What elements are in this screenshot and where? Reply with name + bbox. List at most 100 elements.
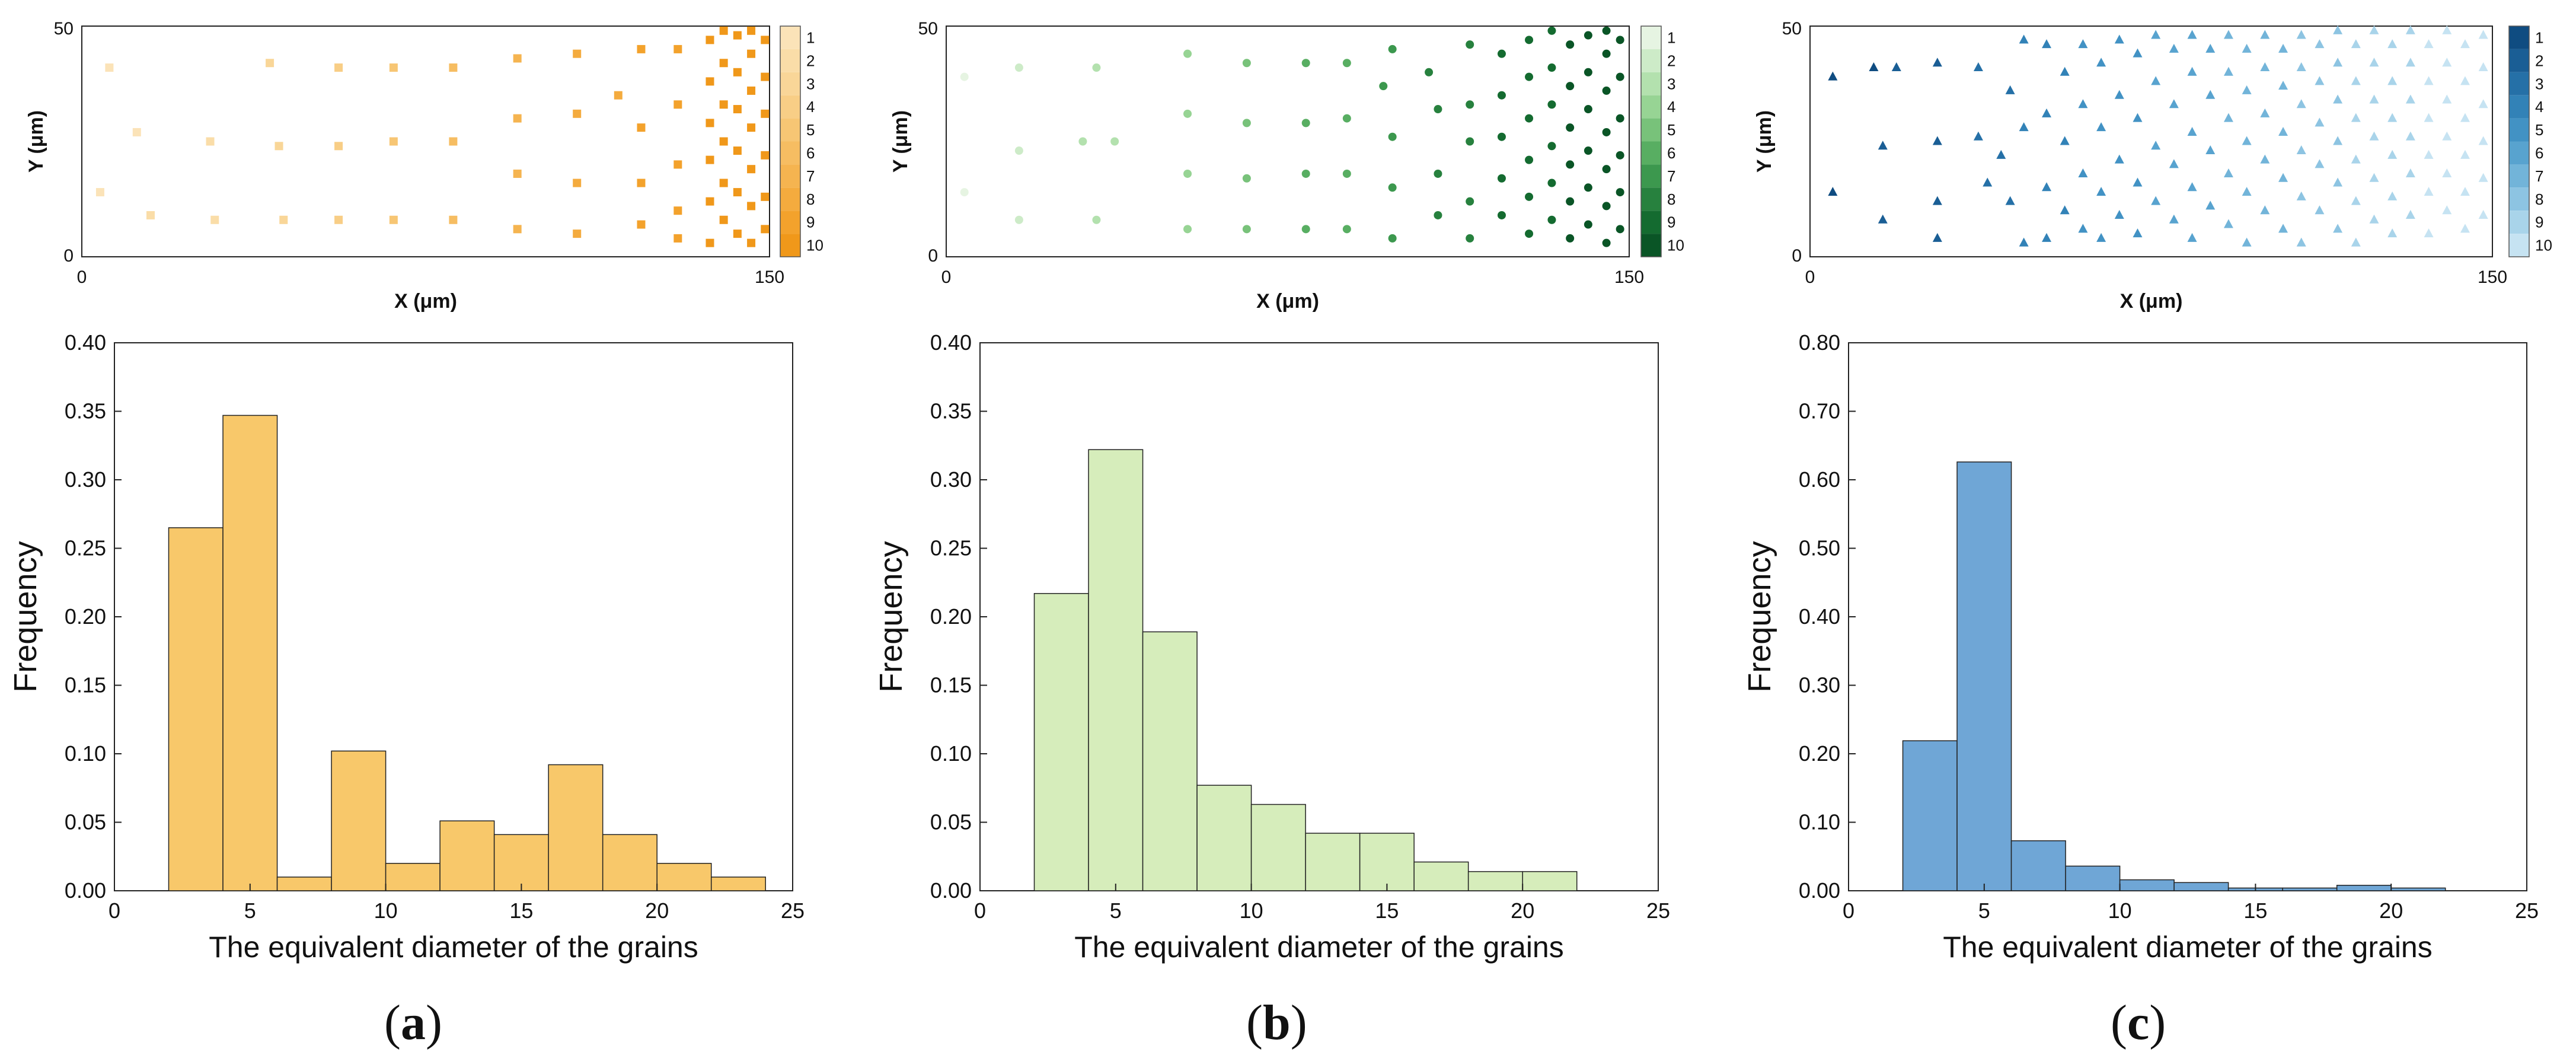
- colorbar-b-segment: [1641, 95, 1661, 119]
- scatter-c-point: [2351, 113, 2361, 122]
- scatter-c-point: [2351, 76, 2361, 85]
- scatter-a-frame: [81, 26, 770, 257]
- scatter-c-point: [2424, 187, 2434, 196]
- scatter-c-point: [2478, 99, 2488, 109]
- colorbar-a-segment: [780, 164, 800, 188]
- scatter-c-point: [2442, 205, 2452, 215]
- hist-c-xtick-label: 25: [2515, 898, 2539, 923]
- scatter-c-point: [2278, 43, 2288, 53]
- hist-b-xtick-label: 10: [1240, 898, 1263, 923]
- scatter-a-point: [706, 238, 714, 247]
- scatter-c-point: [1932, 232, 1942, 242]
- hist-c-xlabel: The equivalent diameter of the grains: [1943, 930, 2433, 964]
- scatter-b-point: [1547, 142, 1556, 151]
- scatter-c-point: [2260, 108, 2270, 117]
- scatter-c-point: [1996, 149, 2006, 159]
- scatter-c-point: [2242, 85, 2252, 94]
- scatter-c-point: [2005, 85, 2015, 94]
- hist-a-bar: [168, 527, 224, 891]
- scatter-c-point: [2460, 76, 2470, 85]
- scatter-c-point: [2387, 113, 2398, 122]
- scatter-c-point: [1878, 214, 1888, 224]
- hist-b-ytick-label: 0.00: [930, 878, 972, 903]
- scatter-c-frame: [1809, 26, 2493, 257]
- hist-b-bar: [1305, 833, 1361, 891]
- scatter-c-point: [2205, 43, 2216, 53]
- scatter-c-point: [2151, 196, 2161, 205]
- colorbar-c-tick: 3: [2535, 75, 2543, 93]
- scatter-c-point: [2296, 30, 2306, 39]
- scatter-b-point: [1497, 49, 1506, 58]
- colorbar-a-tick: 4: [806, 98, 815, 116]
- scatter-c-point: [1983, 177, 1993, 187]
- scatter-c-point: [1973, 131, 1983, 141]
- scatter-b-point: [1342, 114, 1351, 123]
- scatter-c-point: [2405, 94, 2415, 104]
- scatter-a-point: [573, 179, 582, 187]
- hist-a-ytick-label: 0.00: [65, 878, 106, 903]
- scatter-a-xlabel: X (μm): [394, 290, 457, 313]
- scatter-a-point: [210, 215, 219, 224]
- hist-b-bar: [1033, 592, 1089, 891]
- scatter-c-point: [1828, 71, 1838, 81]
- scatter-b-point: [1602, 86, 1611, 95]
- scatter-a-point: [719, 26, 728, 35]
- hist-b-xtick-label: 25: [1646, 898, 1670, 923]
- colorbar-a-tick: 2: [806, 52, 815, 69]
- scatter-b-point: [1584, 183, 1592, 192]
- colorbar-a-tick: 6: [806, 144, 815, 162]
- scatter-c-point: [2296, 99, 2306, 109]
- colorbar-c-segment: [2509, 26, 2529, 49]
- scatter-a-point: [747, 49, 756, 58]
- scatter-c-point: [2205, 200, 2216, 210]
- hist-a-bar: [439, 820, 495, 891]
- scatter-c-point: [2242, 187, 2252, 196]
- scatter-b-frame: [946, 26, 1630, 257]
- colorbar-a-tick: 10: [806, 237, 823, 254]
- scatter-b-point: [1078, 137, 1087, 146]
- scatter-a-point: [389, 215, 398, 224]
- colorbar-a-segment: [780, 72, 800, 95]
- scatter-c-point: [2060, 205, 2070, 215]
- scatter-c-point: [2405, 209, 2415, 219]
- colorbar-c-tick: 6: [2535, 144, 2543, 162]
- scatter-a-point: [673, 100, 682, 109]
- colorbar-c-segment: [2509, 211, 2529, 234]
- hist-a-xtick-label: 0: [108, 898, 120, 923]
- scatter-c-point: [2333, 177, 2343, 187]
- scatter-c-point: [2442, 131, 2452, 141]
- scatter-a-point: [573, 49, 582, 58]
- colorbar-b-tick: 3: [1667, 75, 1675, 93]
- colorbar-c-segment: [2509, 72, 2529, 95]
- scatter-a-point: [673, 234, 682, 243]
- scatter-c-point: [2223, 113, 2233, 122]
- scatter-b-point: [1497, 91, 1506, 100]
- scatter-c-point: [2187, 232, 2197, 242]
- hist-c-xtick-label: 0: [1843, 898, 1854, 923]
- scatter-c-xlabel: X (μm): [2120, 290, 2183, 313]
- scatter-c-point: [2424, 228, 2434, 238]
- scatter-c-point: [2060, 136, 2070, 145]
- scatter-c-point: [2351, 39, 2361, 49]
- scatter-c-point: [2369, 173, 2379, 182]
- hist-b-bar: [1467, 871, 1523, 891]
- scatter-c-point: [2442, 94, 2452, 104]
- scatter-b-point: [1566, 197, 1575, 206]
- hist-b-xtick-label: 20: [1511, 898, 1534, 923]
- scatter-b-point: [1014, 146, 1023, 155]
- scatter-b-point: [1342, 59, 1351, 68]
- hist-a-xtick-label: 10: [374, 898, 398, 923]
- colorbar-c-segment: [2509, 49, 2529, 72]
- scatter-c-point: [2369, 25, 2379, 34]
- scatter-a-point: [719, 179, 728, 187]
- hist-a-xtick-label: 25: [781, 898, 805, 923]
- scatter-c-point: [2169, 43, 2179, 53]
- scatter-b-point: [1242, 225, 1251, 234]
- scatter-c-point: [2223, 30, 2233, 39]
- scatter-b-point: [1525, 192, 1534, 201]
- scatter-b-point: [1566, 82, 1575, 91]
- hist-a-bar: [222, 415, 278, 891]
- scatter-a-point: [513, 225, 522, 234]
- scatter-c-point: [2223, 219, 2233, 228]
- colorbar-a-tick: 3: [806, 75, 815, 93]
